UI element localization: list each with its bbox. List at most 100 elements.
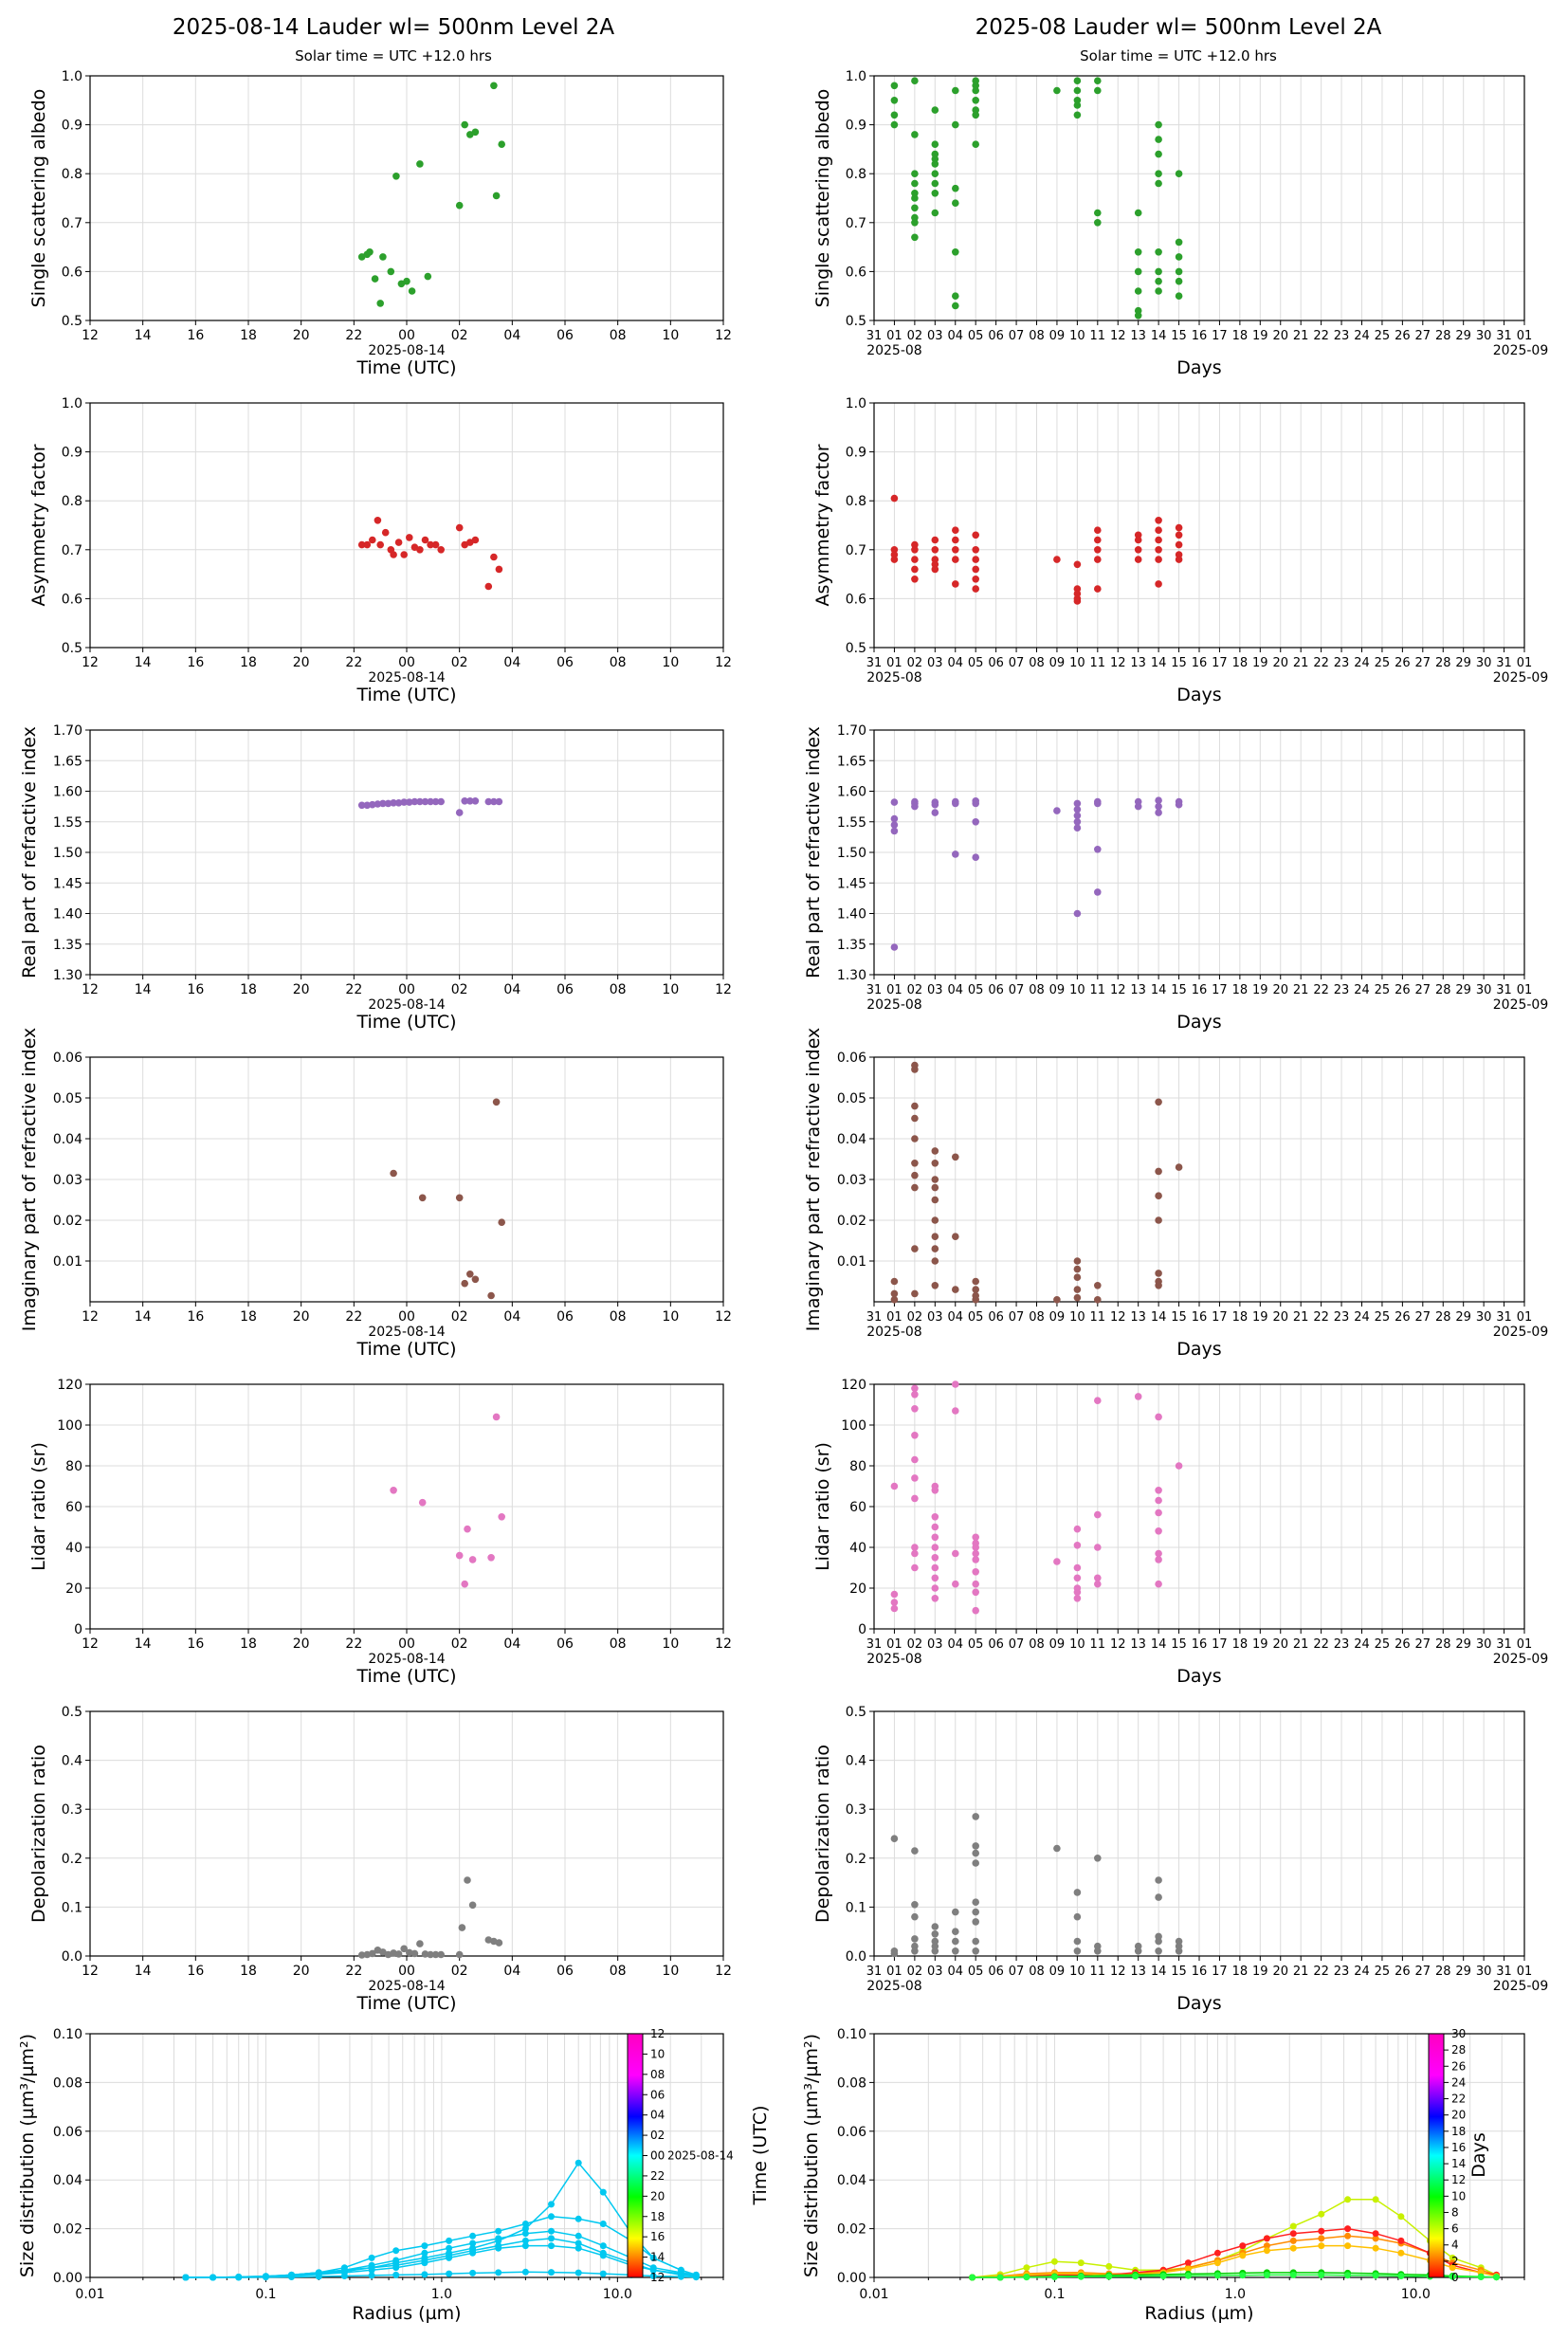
imag-daily-point xyxy=(471,1275,480,1284)
chart-panels: 0.50.60.70.80.91.012 14 16 18 20 22 00 02 04 06 08… xyxy=(17,69,1548,2324)
psd-daily-series-point xyxy=(446,2254,453,2261)
real-monthly-xtick-label: 09 xyxy=(1049,983,1066,997)
imag-monthly-xtick-label: 12 xyxy=(1110,1310,1126,1325)
imag-monthly-xtick-label: 24 xyxy=(1354,1310,1370,1325)
real-monthly-ylabel: Real part of refractive index xyxy=(803,726,824,978)
ssa-monthly-xtick-label: 12 xyxy=(1110,329,1126,343)
psd-monthly-ytick-label: 0.10 xyxy=(837,2027,866,2042)
psd-monthly-series-point xyxy=(1344,2242,1352,2250)
imag-daily-xtick-label: 10 xyxy=(662,1309,679,1325)
ssa-monthly-point xyxy=(911,233,919,242)
lidar-monthly-point xyxy=(972,1568,979,1576)
depol-daily-xtick-label: 02 xyxy=(451,1964,468,1979)
lidar-monthly-xtick-label: 22 xyxy=(1313,1637,1329,1652)
asym-daily-point xyxy=(394,539,403,546)
depol-daily-point xyxy=(406,1948,413,1957)
psd-monthly-series-point xyxy=(1184,2272,1192,2279)
asym-monthly-point xyxy=(952,526,959,534)
asym-monthly-point xyxy=(1155,536,1162,544)
depol-monthly-point xyxy=(972,1813,979,1820)
lidar-monthly-point xyxy=(1155,1580,1162,1588)
colorbar-tick-label: 24 xyxy=(1451,2075,1466,2089)
lidar-daily-xtick-label: 02 xyxy=(451,1636,468,1652)
real-daily-point xyxy=(416,797,424,806)
lidar-monthly-point xyxy=(972,1544,979,1551)
ssa-monthly-xtick-label: 09 xyxy=(1049,329,1066,343)
colorbar-tick-label: 22 xyxy=(1451,2093,1466,2106)
ssa-daily-xtick-label: 18 xyxy=(240,328,257,343)
ssa-daily-ytick-label: 0.9 xyxy=(62,119,82,134)
psd-daily-xtick-label: 0.01 xyxy=(75,2287,104,2302)
ssa-monthly-point xyxy=(972,111,979,119)
psd-monthly-xtick-label: 1.0 xyxy=(1225,2287,1246,2302)
psd-daily-series-point xyxy=(446,2270,453,2277)
psd-monthly-series-point xyxy=(1372,2230,1379,2238)
real-daily-point xyxy=(431,797,440,806)
depol-monthly-point xyxy=(890,1949,899,1958)
imag-monthly-month-end: 2025-09 xyxy=(1493,1325,1549,1340)
psd-daily-series-point xyxy=(421,2242,428,2250)
psd-daily-series-point xyxy=(446,2237,453,2244)
psd-daily-ytick-label: 0.06 xyxy=(53,2125,82,2140)
ssa-monthly-point xyxy=(890,82,899,90)
lidar-daily-xtick-label: 06 xyxy=(556,1636,574,1652)
depol-daily-xtick-label: 20 xyxy=(293,1964,310,1979)
ssa-monthly-panel: 0.50.60.70.80.91.031 01 02 03 04 05 06 07 08 09 10… xyxy=(812,69,1548,378)
lidar-monthly-xtick-label: 08 xyxy=(1029,1637,1045,1652)
ssa-daily-xtick-label: 08 xyxy=(610,328,627,343)
psd-monthly-series-point xyxy=(1318,2227,1325,2235)
lidar-monthly-xtick-label: 15 xyxy=(1171,1637,1187,1652)
real-daily-point xyxy=(369,800,376,809)
asym-monthly-ytick-label: 0.9 xyxy=(846,446,866,461)
depol-daily-point xyxy=(495,1939,503,1947)
depol-monthly-point xyxy=(952,1908,959,1916)
imag-monthly-point xyxy=(1155,1167,1162,1176)
asym-monthly-point xyxy=(1094,526,1102,534)
real-monthly-point xyxy=(1073,909,1082,918)
lidar-daily-ytick-label: 120 xyxy=(57,1378,82,1393)
asym-monthly-point xyxy=(972,585,979,593)
imag-monthly-ytick-label: 0.04 xyxy=(837,1132,866,1147)
psd-monthly-series-point xyxy=(1263,2271,1270,2278)
depol-monthly-xtick-label: 13 xyxy=(1130,1965,1146,1979)
depol-daily-point xyxy=(394,1950,403,1958)
imag-monthly-xtick-label: 31 xyxy=(1496,1310,1512,1325)
psd-monthly-xtick-label: 10.0 xyxy=(1401,2287,1431,2302)
ssa-monthly-point xyxy=(1094,219,1102,227)
depol-monthly-xtick-label: 29 xyxy=(1455,1965,1471,1979)
psd-monthly-series-point xyxy=(1184,2259,1192,2267)
colorbar-tick-label: 16 xyxy=(650,2230,665,2243)
depol-monthly-point xyxy=(972,1937,979,1946)
lidar-daily-ylabel: Lidar ratio (sr) xyxy=(28,1442,49,1571)
imag-daily-xtick-label: 12 xyxy=(82,1309,99,1325)
ssa-monthly-point xyxy=(1053,86,1061,95)
ssa-monthly-xtick-label: 14 xyxy=(1151,329,1167,343)
asym-monthly-xtick-label: 29 xyxy=(1455,656,1471,670)
asym-daily-xtick-label: 20 xyxy=(293,655,310,670)
imag-daily-ytick-label: 0.01 xyxy=(53,1254,82,1270)
lidar-monthly-point xyxy=(1053,1558,1061,1565)
psd-daily-series-point xyxy=(521,2230,529,2238)
lidar-monthly-xtick-label: 18 xyxy=(1232,1637,1249,1652)
depol-monthly-xtick-label: 24 xyxy=(1354,1965,1370,1979)
lidar-monthly-point xyxy=(1073,1542,1082,1549)
real-daily-ytick-label: 1.65 xyxy=(53,754,82,769)
ssa-monthly-xtick-label: 25 xyxy=(1375,329,1391,343)
psd-monthly-panel: 0.00 0.02 0.04 0.06 0.08 0.10 0.01 0.1 1.0 10.0 Ra… xyxy=(801,2027,1525,2324)
lidar-monthly-point xyxy=(890,1604,899,1613)
real-monthly-point xyxy=(890,814,899,823)
lidar-daily-xlabel: Time (UTC) xyxy=(356,1666,456,1687)
depol-monthly-point xyxy=(1073,1889,1082,1896)
asym-daily-ytick-label: 1.0 xyxy=(62,396,82,411)
psd-monthly-series-point xyxy=(1493,2274,1500,2281)
real-daily-point xyxy=(363,801,372,810)
ssa-daily-point xyxy=(498,140,505,148)
asym-monthly-xlabel: Days xyxy=(1176,685,1221,705)
asym-monthly-point xyxy=(931,556,939,563)
asym-monthly-point xyxy=(911,576,919,583)
asym-monthly-xtick-label: 06 xyxy=(988,656,1004,670)
depol-monthly-xtick-label: 25 xyxy=(1375,1965,1391,1979)
asym-daily-xtick-label: 22 xyxy=(345,655,362,670)
asym-daily-point xyxy=(495,565,503,574)
